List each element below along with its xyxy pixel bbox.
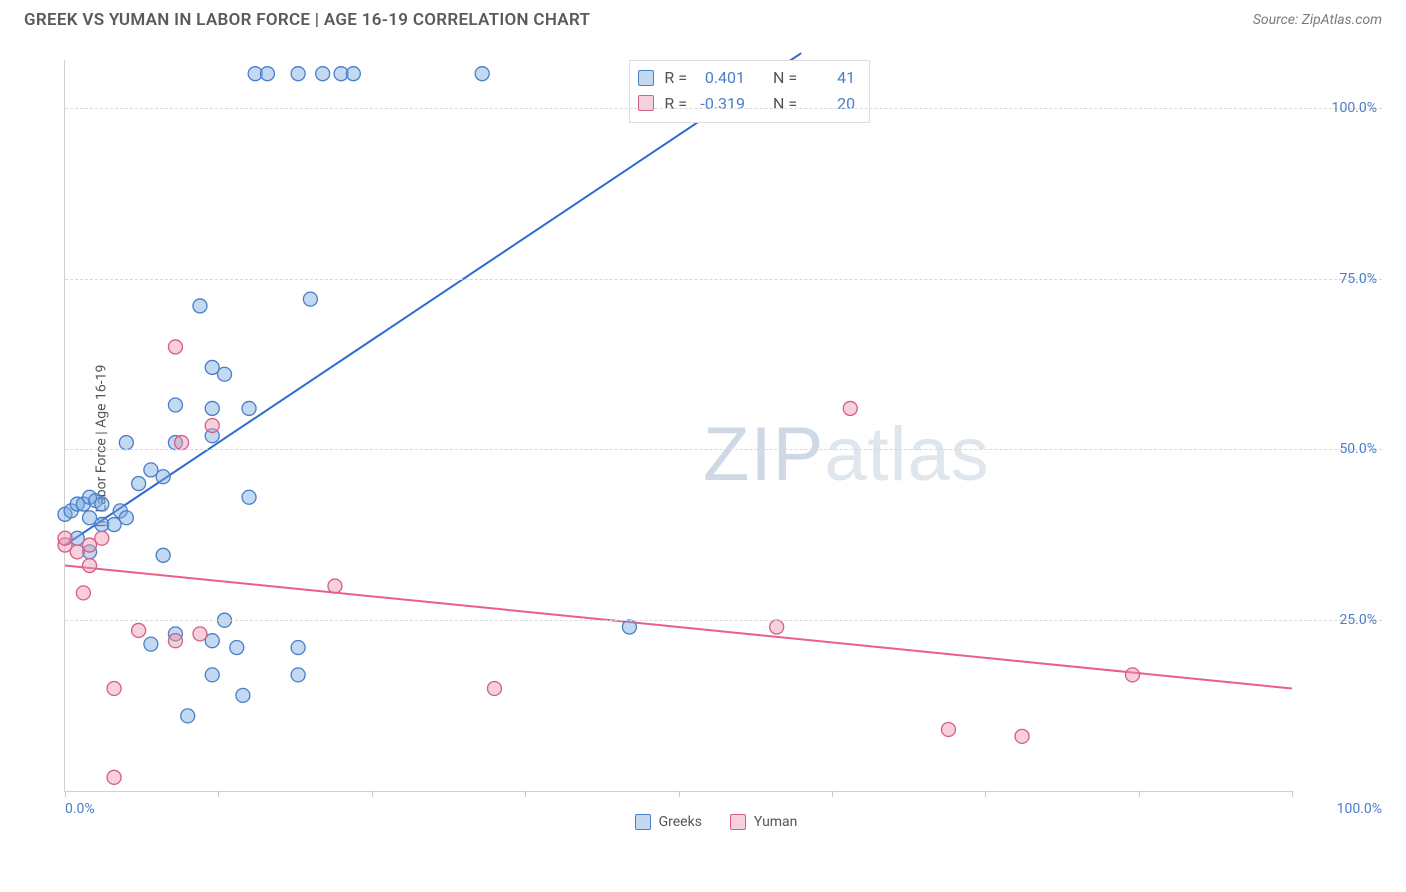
data-point (193, 627, 207, 641)
x-tick-mark (1139, 791, 1140, 797)
regression-line-greeks (65, 53, 801, 545)
r-value-yuman: -0.319 (697, 91, 745, 117)
data-point (119, 511, 133, 525)
data-point (843, 401, 857, 415)
swatch-pink-icon (730, 814, 746, 830)
data-point (168, 634, 182, 648)
data-point (168, 340, 182, 354)
data-point (95, 531, 109, 545)
legend-label-greeks: Greeks (659, 814, 702, 830)
data-point (236, 688, 250, 702)
data-point (291, 67, 305, 81)
data-point (475, 67, 489, 81)
y-tick-label: 75.0% (1339, 271, 1377, 287)
legend-bottom: Greeks Yuman (50, 814, 1382, 830)
source-label: Source: ZipAtlas.com (1253, 12, 1382, 28)
data-point (328, 579, 342, 593)
data-point (175, 436, 189, 450)
data-point (58, 531, 72, 545)
data-point (156, 548, 170, 562)
data-point (205, 401, 219, 415)
r-label: R = (664, 65, 687, 91)
data-point (83, 559, 97, 573)
data-point (622, 620, 636, 634)
x-tick-mark (65, 791, 66, 797)
gridline (65, 108, 1382, 109)
x-tick-mark (832, 791, 833, 797)
gridline (65, 449, 1382, 450)
x-tick-mark (985, 791, 986, 797)
data-point (242, 401, 256, 415)
n-value-yuman: 20 (807, 91, 855, 117)
data-point (291, 668, 305, 682)
chart-title: GREEK VS YUMAN IN LABOR FORCE | AGE 16-1… (24, 10, 590, 30)
legend-label-yuman: Yuman (754, 814, 797, 830)
data-point (487, 682, 501, 696)
x-tick-mark (525, 791, 526, 797)
data-point (168, 398, 182, 412)
data-point (346, 67, 360, 81)
swatch-pink-icon (638, 95, 654, 111)
data-point (303, 292, 317, 306)
data-point (230, 641, 244, 655)
stats-row-greeks: R = 0.401 N = 41 (638, 65, 855, 91)
r-value-greeks: 0.401 (697, 65, 745, 91)
data-point (144, 637, 158, 651)
data-point (119, 436, 133, 450)
stats-legend-box: R = 0.401 N = 41 R = -0.319 N = 20 (629, 60, 870, 123)
data-point (316, 67, 330, 81)
data-point (218, 367, 232, 381)
data-point (1015, 729, 1029, 743)
regression-line-yuman (65, 566, 1292, 689)
data-point (242, 490, 256, 504)
data-point (132, 477, 146, 491)
data-point (156, 470, 170, 484)
data-point (107, 682, 121, 696)
data-point (132, 623, 146, 637)
data-point (193, 299, 207, 313)
x-tick-mark (679, 791, 680, 797)
x-tick-mark (372, 791, 373, 797)
data-point (260, 67, 274, 81)
swatch-blue-icon (635, 814, 651, 830)
y-tick-label: 50.0% (1339, 441, 1377, 457)
plot-area: ZIPatlas R = 0.401 N = 41 R = -0.319 N =… (64, 60, 1292, 792)
legend-item-yuman: Yuman (730, 814, 797, 830)
data-point (181, 709, 195, 723)
data-point (107, 770, 121, 784)
data-point (95, 497, 109, 511)
y-tick-label: 100.0% (1332, 100, 1377, 116)
gridline (65, 279, 1382, 280)
data-point (205, 668, 219, 682)
chart-area: In Labor Force | Age 16-19 ZIPatlas R = … (50, 50, 1382, 842)
data-point (941, 723, 955, 737)
n-value-greeks: 41 (807, 65, 855, 91)
scatter-svg (65, 60, 1292, 791)
data-point (205, 419, 219, 433)
n-label: N = (773, 65, 797, 91)
stats-row-yuman: R = -0.319 N = 20 (638, 91, 855, 117)
r-label: R = (664, 91, 687, 117)
data-point (1125, 668, 1139, 682)
data-point (291, 641, 305, 655)
x-tick-mark (1292, 791, 1293, 797)
gridline (65, 620, 1382, 621)
data-point (76, 586, 90, 600)
y-tick-label: 25.0% (1339, 612, 1377, 628)
x-tick-mark (218, 791, 219, 797)
data-point (770, 620, 784, 634)
n-label: N = (773, 91, 797, 117)
swatch-blue-icon (638, 70, 654, 86)
legend-item-greeks: Greeks (635, 814, 702, 830)
